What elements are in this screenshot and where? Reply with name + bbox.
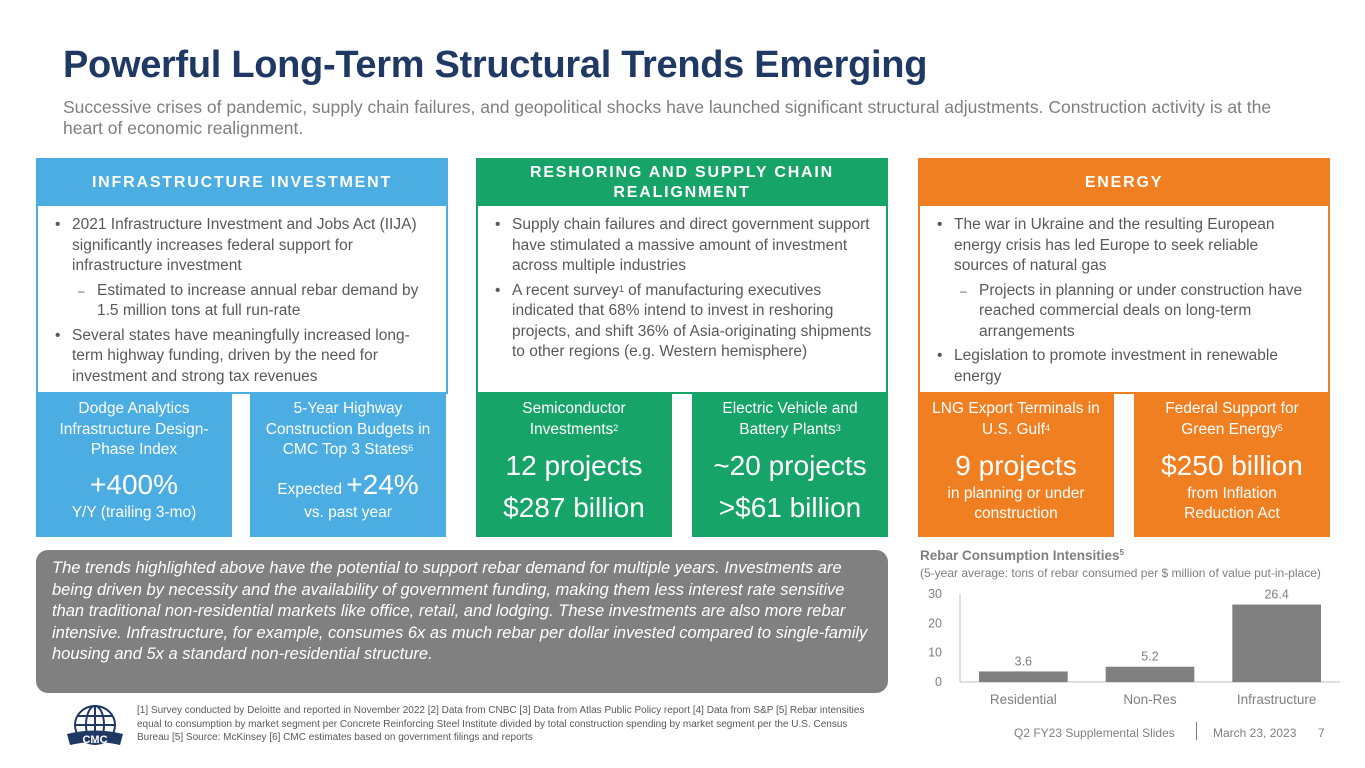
data-label: 3.6 [1015, 654, 1032, 668]
bar [1105, 666, 1195, 682]
sub-bullet: Estimated to increase annual rebar deman… [52, 281, 432, 322]
chart-title: Rebar Consumption Intensities5 [920, 548, 1124, 563]
footnotes: [1] Survey conducted by Deloitte and rep… [137, 705, 865, 743]
x-tick-label: Infrastructure [1237, 692, 1317, 707]
infrastructure-bullets: 2021 Infrastructure Investment and Jobs … [38, 206, 446, 387]
stat-value: $287 billion [503, 492, 645, 523]
energy-card: ENERGY The war in Ukraine and the result… [918, 158, 1330, 394]
chart-subtitle: (5-year average: tons of rebar consumed … [920, 566, 1321, 580]
stat-label: Dodge Analytics Infrastructure Design-Ph… [59, 400, 209, 458]
stat-value-line: Expected +24% [250, 467, 446, 503]
footer-deck-title: Q2 FY23 Supplemental Slides [1014, 726, 1175, 740]
energy-header: ENERGY [920, 160, 1328, 206]
logo-text: CMC [82, 734, 107, 746]
stat-green-energy: Federal Support for Green Energy5 $250 b… [1134, 392, 1330, 537]
stat-label-text: Semiconductor Investments [522, 400, 626, 438]
stat-note: vs. past year [304, 503, 392, 521]
bullet-text: A recent survey [512, 281, 619, 299]
stat-value: +24% [346, 468, 419, 500]
infrastructure-header: INFRASTRUCTURE INVESTMENT [38, 160, 446, 206]
rebar-intensity-chart: 0 10 20 30 3.6 Residential 5.2 Non-Res 26.4 Infra… [928, 587, 1340, 707]
stat-highway-budgets: 5-Year Highway Construction Budgets in C… [250, 392, 446, 537]
reshoring-bullets: Supply chain failures and direct governm… [478, 206, 886, 363]
stat-label: LNG Export Terminals in U.S. Gulf4 [918, 392, 1114, 440]
page-number: 7 [1318, 726, 1325, 740]
bullet: Several states have meaningfully increas… [52, 326, 432, 388]
y-tick-label: 20 [928, 616, 942, 630]
stat-label-text: Electric Vehicle and Battery Plants [722, 400, 858, 438]
reshoring-header: RESHORING AND SUPPLY CHAIN REALIGNMENT [478, 160, 886, 206]
cmc-logo: CMC [67, 705, 123, 746]
page-subtitle: Successive crises of pandemic, supply ch… [63, 97, 1272, 138]
stat-value: +400% [90, 468, 178, 500]
footnote-ref: 1 [618, 283, 624, 294]
y-tick-label: 10 [928, 646, 942, 660]
page-title: Powerful Long-Term Structural Trends Eme… [63, 44, 928, 86]
footnote-ref: 5 [1119, 548, 1124, 557]
footnote-ref: 4 [1044, 422, 1050, 433]
y-tick-label: 0 [935, 675, 942, 689]
stat-label: Federal Support for Green Energy5 [1134, 392, 1330, 440]
reshoring-card: RESHORING AND SUPPLY CHAIN REALIGNMENT S… [476, 158, 888, 394]
stat-value: $250 billion [1161, 450, 1303, 481]
stat-prefix: Expected [277, 480, 347, 498]
bullet: 2021 Infrastructure Investment and Jobs … [52, 215, 432, 277]
footnote-ref: 2 [613, 422, 619, 433]
stat-label-text: LNG Export Terminals in U.S. Gulf [932, 400, 1100, 438]
stat-label: Electric Vehicle and Battery Plants3 [692, 392, 888, 440]
bullet: A recent survey1 of manufacturing execut… [492, 281, 872, 363]
footnote-ref: 5 [1277, 422, 1283, 433]
data-label: 5.2 [1141, 650, 1158, 664]
data-label: 26.4 [1264, 588, 1288, 602]
footnote-ref: 3 [835, 422, 841, 433]
stat-note: from Inflation Reduction Act [1184, 485, 1280, 522]
stat-semiconductor: Semiconductor Investments2 12 projects $… [476, 392, 672, 537]
stat-label: 5-Year Highway Construction Budgets in C… [250, 392, 446, 461]
x-tick-label: Non-Res [1123, 692, 1177, 707]
stat-lng-terminals: LNG Export Terminals in U.S. Gulf4 9 pro… [918, 392, 1114, 537]
stat-note: Y/Y (trailing 3-mo) [71, 503, 197, 521]
energy-bullets: The war in Ukraine and the resulting Eur… [920, 206, 1328, 387]
bar [979, 671, 1068, 682]
bullet: Legislation to promote investment in ren… [934, 346, 1314, 387]
chart-title-text: Rebar Consumption Intensities [920, 548, 1120, 563]
callout-box: The trends highlighted above have the po… [36, 550, 888, 693]
sub-bullet: Projects in planning or under constructi… [934, 281, 1314, 343]
bullet: Supply chain failures and direct governm… [492, 215, 872, 277]
stat-label-text: 5-Year Highway Construction Budgets in C… [265, 400, 431, 458]
stat-label: Semiconductor Investments2 [476, 392, 672, 440]
y-tick-label: 30 [928, 587, 942, 601]
stat-ev-plants: Electric Vehicle and Battery Plants3 ~20… [692, 392, 888, 537]
footer-divider [1196, 722, 1197, 740]
infrastructure-card: INFRASTRUCTURE INVESTMENT 2021 Infrastru… [36, 158, 448, 394]
stat-value: ~20 projects [713, 450, 867, 481]
stat-value: >$61 billion [718, 492, 862, 523]
bullet-text: of manufacturing executives indicated th… [512, 281, 872, 361]
footnote-ref: 6 [408, 443, 414, 453]
stat-dodge-index: Dodge Analytics Infrastructure Design-Ph… [36, 392, 232, 537]
stat-label-text: Federal Support for Green Energy [1165, 400, 1299, 438]
bullet: The war in Ukraine and the resulting Eur… [934, 215, 1314, 277]
stat-value: 12 projects [505, 450, 643, 481]
footer-date: March 23, 2023 [1213, 726, 1297, 740]
stat-value: 9 projects [955, 450, 1077, 481]
x-tick-label: Residential [990, 692, 1057, 707]
stat-note: in planning or under construction [947, 485, 1085, 522]
bar [1232, 604, 1321, 682]
